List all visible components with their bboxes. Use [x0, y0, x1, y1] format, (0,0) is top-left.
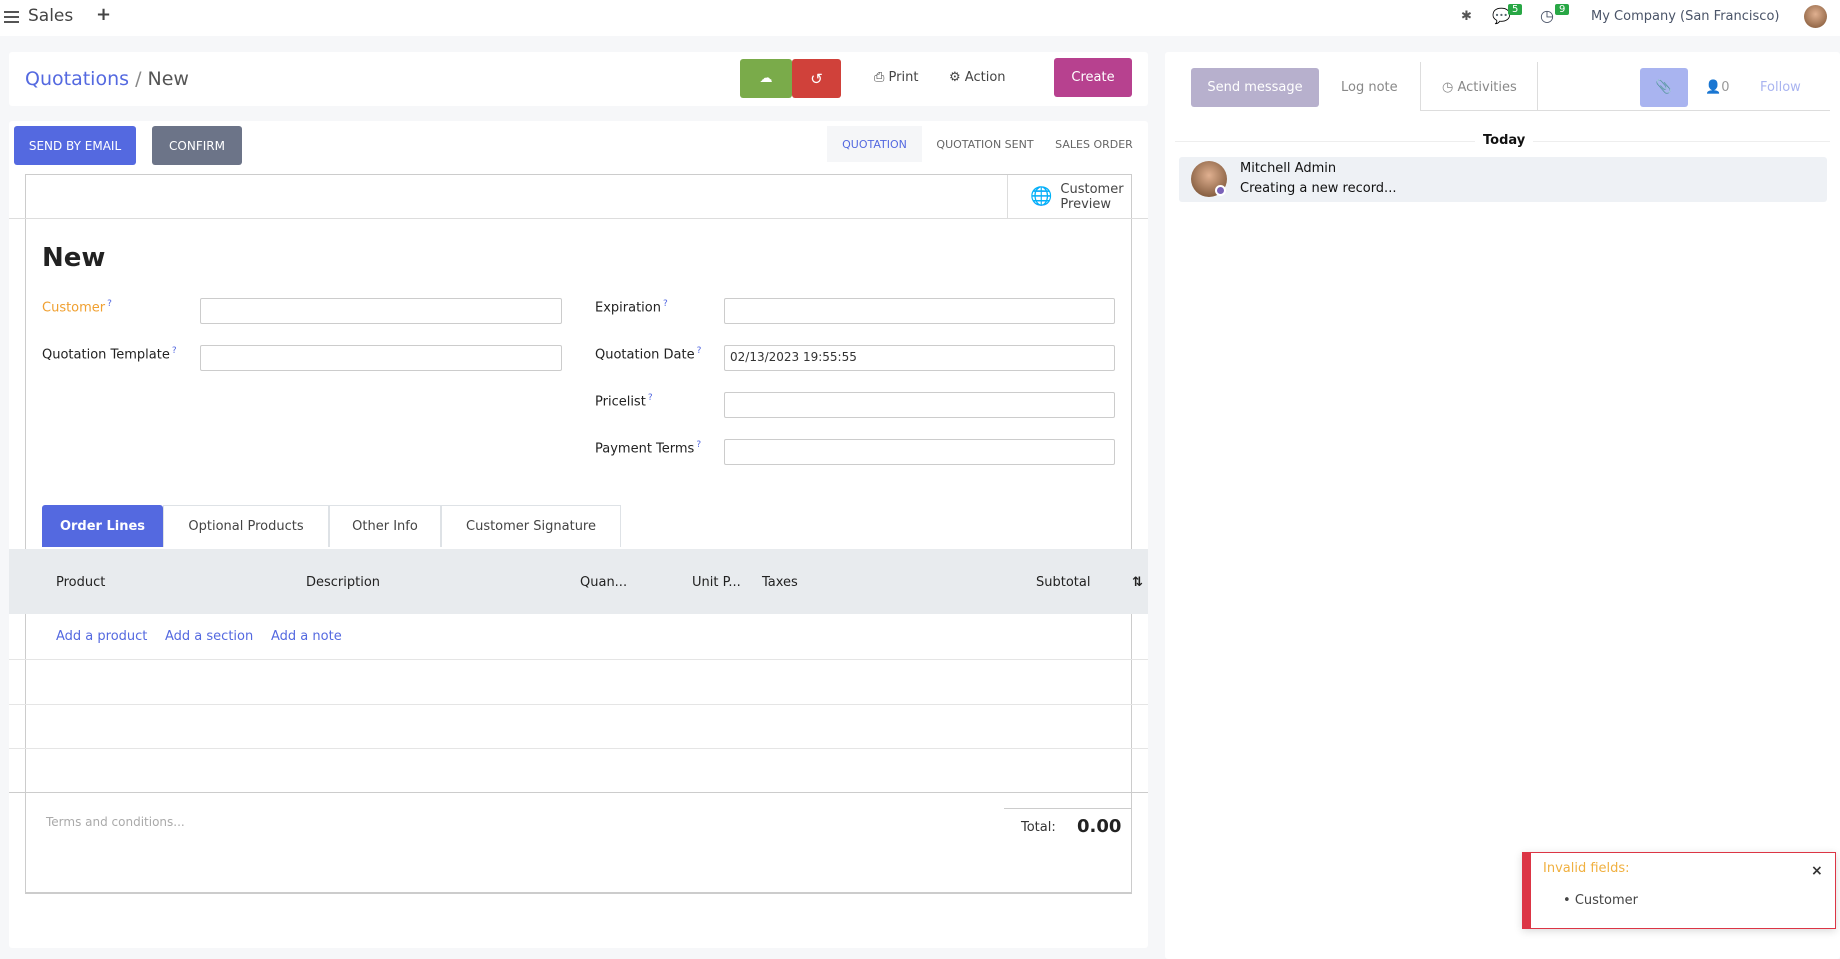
customer-input[interactable]	[200, 298, 562, 324]
toast-title: Invalid fields:	[1543, 861, 1630, 876]
messages-badge: 5	[1508, 4, 1523, 15]
chatter-tabs-border	[1420, 110, 1830, 111]
pricelist-input[interactable]	[724, 392, 1115, 418]
close-icon[interactable]: ×	[1811, 863, 1823, 879]
quotation-date-label: Quotation Date?	[595, 346, 702, 363]
row-divider	[9, 659, 1148, 660]
bug-icon[interactable]: ✱	[1461, 9, 1472, 24]
top-navbar: Sales + ✱ 💬 5 ◷ 9 My Company (San Franci…	[0, 0, 1840, 36]
column-description[interactable]: Description	[306, 575, 381, 590]
online-status-icon	[1215, 185, 1226, 196]
printer-icon: ⎙	[874, 70, 885, 85]
add-product-link[interactable]: Add a product	[56, 629, 148, 644]
action-button[interactable]: ⚙ Action	[949, 70, 1006, 85]
create-button[interactable]: Create	[1054, 58, 1132, 97]
control-panel: Quotations / New ☁ ↺ ⎙ Print ⚙ Action Cr…	[9, 52, 1148, 106]
chatter	[1165, 52, 1840, 959]
activities-label: Activities	[1457, 80, 1517, 95]
row-divider	[9, 704, 1148, 705]
user-icon: 👤	[1705, 80, 1722, 95]
breadcrumb: Quotations / New	[25, 68, 189, 90]
quotation-template-input[interactable]	[200, 345, 562, 371]
column-taxes[interactable]: Taxes	[762, 575, 798, 590]
tab-customer-signature[interactable]: Customer Signature	[441, 505, 621, 547]
activities-button[interactable]: ◷ Activities	[1442, 80, 1517, 95]
terms-input[interactable]: Terms and conditions...	[46, 815, 185, 829]
add-note-link[interactable]: Add a note	[271, 629, 342, 644]
quotation-date-input[interactable]: 02/13/2023 19:55:55	[724, 345, 1115, 371]
activities-badge: 9	[1555, 4, 1570, 15]
app-name[interactable]: Sales	[28, 6, 74, 26]
row-divider	[9, 792, 1148, 793]
breadcrumb-current: New	[147, 68, 189, 90]
message-body: Creating a new record...	[1240, 181, 1397, 196]
order-lines-header	[9, 549, 1148, 614]
tab-optional-products[interactable]: Optional Products	[163, 505, 329, 547]
quotation-template-label: Quotation Template?	[42, 346, 177, 363]
stage-sales-order[interactable]: SALES ORDER	[1055, 137, 1133, 151]
column-product[interactable]: Product	[56, 575, 106, 590]
clock-icon: ◷	[1442, 80, 1454, 95]
followers-button[interactable]: 👤0	[1705, 80, 1729, 95]
payment-terms-input[interactable]	[724, 439, 1115, 465]
chatter-divider	[1537, 62, 1538, 110]
user-avatar[interactable]	[1804, 5, 1827, 28]
breadcrumb-quotations[interactable]: Quotations	[25, 68, 130, 90]
save-button[interactable]: ☁	[740, 59, 792, 98]
button-box-divider	[9, 218, 1148, 219]
record-title: New	[42, 243, 106, 273]
gear-icon: ⚙	[949, 70, 961, 85]
total-label: Total:	[1021, 820, 1056, 835]
chat-icon[interactable]: 💬	[1492, 7, 1511, 25]
message-author[interactable]: Mitchell Admin	[1240, 161, 1337, 176]
expiration-label: Expiration?	[595, 299, 668, 316]
stage-quotation[interactable]: QUOTATION	[827, 126, 922, 162]
menu-icon[interactable]	[4, 11, 19, 23]
action-label: Action	[964, 70, 1006, 85]
message: Mitchell Admin Creating a new record...	[1179, 157, 1827, 202]
add-section-link[interactable]: Add a section	[165, 629, 254, 644]
send-by-email-button[interactable]: SEND BY EMAIL	[14, 126, 136, 165]
customer-preview-label: Customer Preview	[1060, 181, 1124, 212]
attachment-button[interactable]: 📎	[1640, 68, 1688, 107]
invalid-fields-toast: Invalid fields: × • Customer	[1522, 852, 1836, 929]
column-unit-price[interactable]: Unit P...	[692, 575, 741, 590]
total-amount: 0.00	[1077, 816, 1122, 837]
form-sheet	[25, 174, 1132, 894]
tab-order-lines[interactable]: Order Lines	[42, 505, 163, 547]
date-label: Today	[1475, 133, 1534, 148]
followers-count: 0	[1721, 80, 1730, 95]
company-switcher[interactable]: My Company (San Francisco)	[1591, 9, 1780, 24]
row-divider	[9, 748, 1148, 749]
payment-terms-label: Payment Terms?	[595, 440, 702, 457]
customer-label: Customer?	[42, 299, 112, 316]
globe-icon: 🌐	[1030, 186, 1053, 207]
column-quantity[interactable]: Quan...	[580, 575, 628, 590]
expiration-input[interactable]	[724, 298, 1115, 324]
total-box	[1004, 808, 1132, 848]
print-button[interactable]: ⎙ Print	[874, 70, 918, 85]
paperclip-icon: 📎	[1655, 80, 1673, 95]
toast-item: • Customer	[1563, 893, 1638, 908]
send-message-button[interactable]: Send message	[1191, 68, 1319, 107]
stage-quotation-sent[interactable]: QUOTATION SENT	[936, 137, 1034, 151]
follow-button[interactable]: Follow	[1760, 80, 1801, 95]
confirm-button[interactable]: CONFIRM	[152, 126, 242, 165]
print-label: Print	[888, 70, 919, 85]
tab-other-info[interactable]: Other Info	[329, 505, 441, 547]
pricelist-label: Pricelist?	[595, 393, 653, 410]
clock-icon[interactable]: ◷	[1540, 6, 1554, 25]
discard-button[interactable]: ↺	[792, 59, 841, 98]
column-subtotal[interactable]: Subtotal	[1036, 575, 1091, 590]
log-note-button[interactable]: Log note	[1341, 80, 1398, 95]
chatter-divider	[1420, 62, 1421, 110]
customer-preview-button[interactable]: 🌐 Customer Preview	[1007, 175, 1131, 218]
plus-icon[interactable]: +	[96, 4, 112, 25]
optional-columns-icon[interactable]: ⇅	[1132, 575, 1143, 590]
